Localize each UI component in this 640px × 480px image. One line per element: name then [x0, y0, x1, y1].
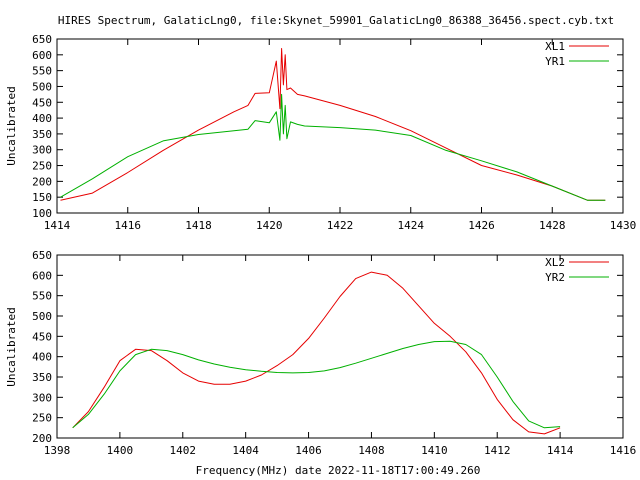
x-tick-label: 1416 [610, 444, 637, 457]
series-line-yr2 [72, 340, 561, 429]
legend-label: XL1 [545, 40, 565, 53]
y-tick-label: 350 [32, 128, 52, 141]
y-tick-label: 600 [32, 49, 52, 62]
x-tick-label: 1424 [398, 219, 425, 232]
x-tick-label: 1402 [170, 444, 197, 457]
y-tick-label: 100 [32, 207, 52, 220]
y-tick-label: 450 [32, 330, 52, 343]
x-tick-label: 1426 [468, 219, 495, 232]
x-tick-label: 1406 [295, 444, 322, 457]
y-tick-label: 200 [32, 175, 52, 188]
y-tick-label: 650 [32, 249, 52, 262]
x-tick-label: 1404 [232, 444, 259, 457]
y-tick-label: 550 [32, 290, 52, 303]
y-tick-label: 400 [32, 351, 52, 364]
y-tick-label: 450 [32, 96, 52, 109]
y-tick-label: 650 [32, 33, 52, 46]
y-axis-label: Uncalibrated [5, 307, 18, 386]
x-tick-label: 1422 [327, 219, 354, 232]
top-chart: 100 150 200 250 300 350 400 450 500 550 600 650 1414… [5, 33, 636, 232]
y-tick-label: 600 [32, 269, 52, 282]
y-tick-label: 350 [32, 371, 52, 384]
y-tick-label: 250 [32, 160, 52, 173]
y-tick-label: 200 [32, 432, 52, 445]
x-tick-label: 1412 [484, 444, 511, 457]
legend-label: XL2 [545, 256, 565, 269]
series-line-xl1 [60, 48, 606, 201]
legend-label: YR1 [545, 55, 565, 68]
x-tick-label: 1416 [115, 219, 142, 232]
x-tick-label: 1430 [610, 219, 637, 232]
y-tick-label: 400 [32, 112, 52, 125]
x-tick-label: 1398 [44, 444, 71, 457]
x-tick-label: 1414 [44, 219, 71, 232]
y-tick-label: 500 [32, 80, 52, 93]
y-tick-label: 150 [32, 191, 52, 204]
series-line-xl2 [72, 271, 561, 435]
x-tick-label: 1420 [256, 219, 283, 232]
x-tick-label: 1428 [539, 219, 566, 232]
plot-frame [56, 254, 624, 439]
x-tick-label: 1408 [358, 444, 385, 457]
bottom-chart: 200 250 300 350 400 450 500 550 600 650 1398 1400 14… [5, 249, 636, 457]
y-tick-label: 300 [32, 144, 52, 157]
y-tick-label: 500 [32, 310, 52, 323]
y-tick-label: 550 [32, 65, 52, 78]
x-tick-label: 1418 [185, 219, 212, 232]
y-tick-label: 250 [32, 412, 52, 425]
x-tick-label: 1410 [421, 444, 448, 457]
chart-title: HIRES Spectrum, GalaticLng0, file:Skynet… [58, 14, 614, 27]
y-axis-label: Uncalibrated [5, 86, 18, 165]
x-tick-label: 1400 [107, 444, 134, 457]
x-axis-label: Frequency(MHz) date 2022-11-18T17:00:49.… [196, 464, 481, 477]
plot-frame [56, 38, 624, 214]
legend-label: YR2 [545, 271, 565, 284]
x-tick-label: 1414 [547, 444, 574, 457]
y-tick-label: 300 [32, 391, 52, 404]
series-line-yr1 [60, 93, 606, 201]
